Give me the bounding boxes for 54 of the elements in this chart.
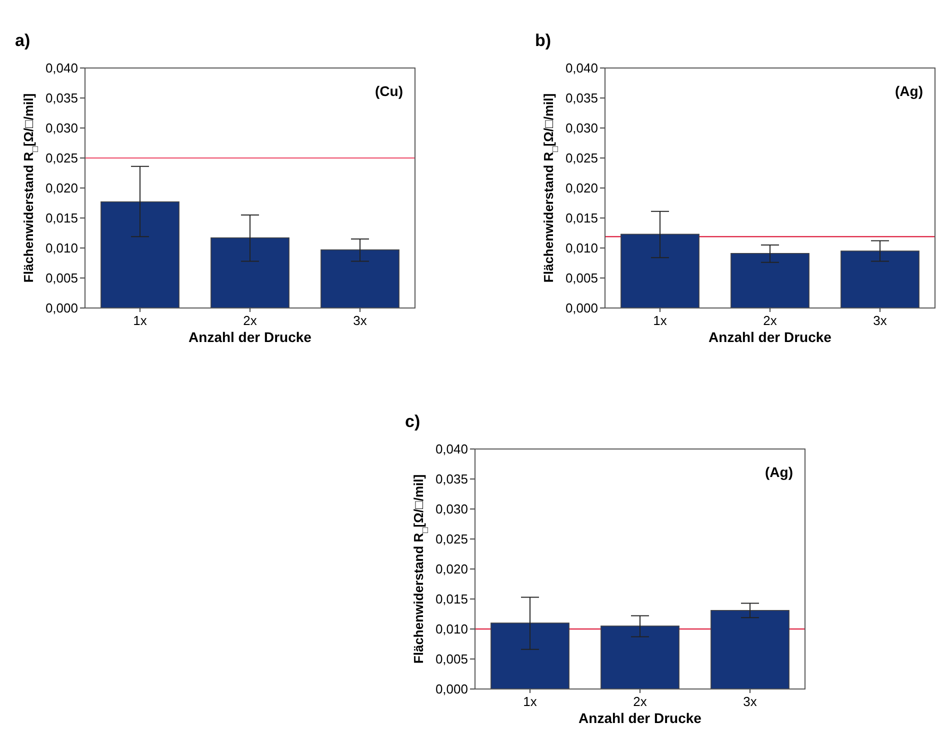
- x-axis-title: Anzahl der Drucke: [578, 710, 702, 726]
- bar: [840, 250, 920, 308]
- y-tick-label: 0,020: [435, 562, 468, 577]
- y-tick-label: 0,015: [565, 210, 598, 226]
- y-tick-label: 0,025: [45, 150, 78, 166]
- y-tick-label: 0,005: [565, 270, 598, 286]
- y-tick-label: 0,025: [435, 532, 468, 547]
- x-tick-label: 1x: [523, 694, 538, 709]
- y-tick-label: 0,030: [565, 120, 598, 136]
- y-tick-label: 0,005: [435, 652, 468, 667]
- y-tick-label: 0,035: [45, 90, 78, 106]
- y-tick-label: 0,020: [565, 180, 598, 196]
- y-tick-label: 0,010: [565, 240, 598, 256]
- y-tick-label: 0,035: [435, 472, 468, 487]
- x-axis-title: Anzahl der Drucke: [708, 329, 832, 345]
- y-tick-label: 0,015: [45, 210, 78, 226]
- bar: [710, 610, 790, 690]
- x-tick-label: 3x: [353, 313, 368, 328]
- chart-title: a): [15, 31, 30, 50]
- annotation: (Cu): [375, 83, 403, 99]
- y-tick-label: 0,040: [45, 60, 78, 76]
- y-tick-label: 0,005: [45, 270, 78, 286]
- bar: [210, 237, 290, 308]
- y-tick-label: 0,010: [45, 240, 78, 256]
- chart-title: c): [405, 412, 420, 431]
- x-axis-title: Anzahl der Drucke: [188, 329, 312, 345]
- bar: [620, 234, 700, 308]
- x-tick-label: 3x: [873, 313, 888, 328]
- x-tick-label: 2x: [633, 694, 648, 709]
- y-tick-label: 0,000: [45, 300, 78, 316]
- y-tick-label: 0,025: [565, 150, 598, 166]
- y-tick-label: 0,030: [45, 120, 78, 136]
- x-tick-label: 2x: [243, 313, 258, 328]
- annotation: (Ag): [765, 464, 793, 480]
- y-tick-label: 0,040: [565, 60, 598, 76]
- bar: [100, 201, 180, 308]
- bar: [600, 626, 680, 690]
- bar: [730, 253, 810, 308]
- y-tick-label: 0,035: [565, 90, 598, 106]
- x-tick-label: 3x: [743, 694, 758, 709]
- y-tick-label: 0,030: [435, 502, 468, 517]
- chart-title: b): [535, 31, 552, 50]
- y-tick-label: 0,000: [435, 682, 468, 697]
- y-tick-label: 0,000: [565, 300, 598, 316]
- y-tick-label: 0,015: [435, 592, 468, 607]
- y-tick-label: 0,040: [435, 442, 468, 457]
- x-tick-label: 1x: [653, 313, 668, 328]
- bar: [490, 622, 570, 690]
- y-tick-label: 0,010: [435, 622, 468, 637]
- x-tick-label: 2x: [763, 313, 778, 328]
- x-tick-label: 1x: [133, 313, 148, 328]
- bar: [320, 249, 400, 308]
- annotation: (Ag): [895, 83, 923, 99]
- y-tick-label: 0,020: [45, 180, 78, 196]
